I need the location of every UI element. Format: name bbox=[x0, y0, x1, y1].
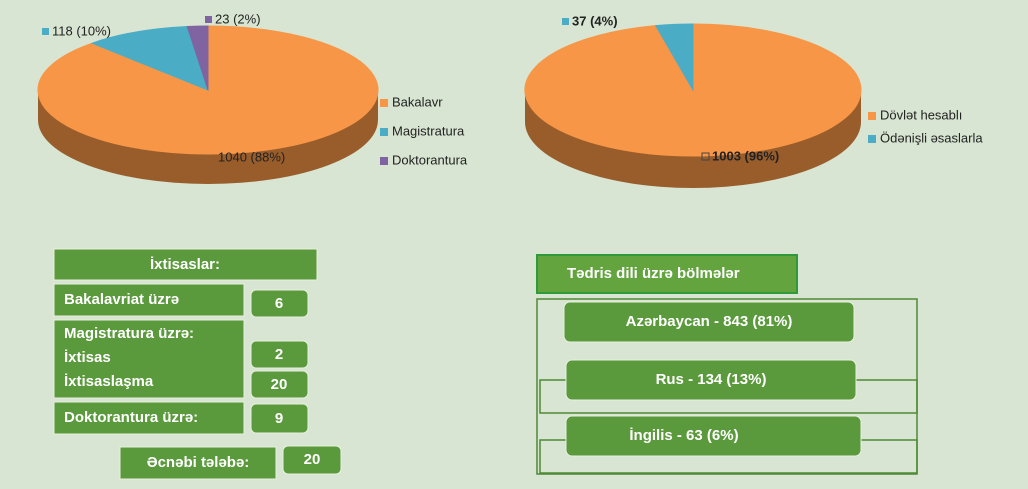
value-box bbox=[250, 370, 309, 399]
label-marker bbox=[42, 28, 49, 35]
value: 9 bbox=[275, 410, 283, 427]
label-marker bbox=[205, 16, 212, 23]
slice bbox=[90, 25, 209, 91]
data-label: 23 (2%) bbox=[215, 11, 261, 26]
data-label: 37 (4%) bbox=[572, 13, 618, 28]
legend-label: Magistratura bbox=[392, 123, 465, 138]
label: Magistratura üzrə: bbox=[64, 325, 194, 342]
legend-swatch bbox=[380, 128, 388, 136]
legend-label: Ödənişli əsaslarla bbox=[880, 130, 983, 145]
value: 6 bbox=[275, 295, 283, 312]
legend-label: Dövlət hesablı bbox=[880, 107, 962, 122]
box bbox=[119, 446, 277, 480]
box bbox=[536, 254, 798, 294]
legend-swatch bbox=[868, 112, 876, 120]
data-label: 118 (10%) bbox=[52, 23, 111, 38]
label: İxtisas bbox=[64, 349, 111, 366]
box bbox=[53, 248, 318, 281]
value-box bbox=[250, 403, 309, 434]
value-box bbox=[250, 340, 309, 369]
pies: 1040 (88%) 118 (10%) 23 (2%) Bakalavr Magist… bbox=[37, 11, 983, 188]
language-box bbox=[565, 415, 862, 457]
data-label: 1040 (88%) bbox=[218, 149, 285, 164]
data-label: 1003 (96%) bbox=[712, 148, 779, 163]
label: Əcnəbi tələbə: bbox=[147, 454, 250, 471]
value-box bbox=[250, 289, 309, 318]
slice-side bbox=[525, 90, 861, 188]
box bbox=[53, 283, 245, 317]
legend-swatch bbox=[380, 157, 388, 165]
language-box bbox=[565, 359, 857, 401]
label: İxtisaslaşma bbox=[64, 373, 154, 390]
legend-label: Bakalavr bbox=[392, 94, 443, 109]
slice bbox=[654, 23, 694, 92]
legend-swatch bbox=[380, 99, 388, 107]
box bbox=[53, 401, 245, 435]
language-box bbox=[563, 301, 855, 343]
box-title: Tədris dili üzrə bölmələr bbox=[567, 265, 740, 282]
label-marker bbox=[701, 152, 710, 161]
legend-swatch bbox=[868, 135, 876, 143]
box-title: İxtisaslar: bbox=[150, 256, 220, 273]
label: Doktorantura üzrə: bbox=[64, 409, 198, 426]
value: 2 bbox=[275, 346, 283, 363]
language: Azərbaycan - 843 (81%) bbox=[626, 313, 793, 330]
label-marker bbox=[562, 18, 569, 25]
slice bbox=[37, 25, 379, 155]
language: İngilis - 63 (6%) bbox=[629, 427, 738, 444]
language: Rus - 134 (13%) bbox=[656, 371, 767, 388]
slice-side bbox=[38, 90, 378, 184]
box bbox=[53, 319, 245, 399]
value-box bbox=[282, 445, 342, 475]
value: 20 bbox=[304, 451, 321, 468]
legend-label: Doktorantura bbox=[392, 152, 468, 167]
slice bbox=[186, 25, 209, 91]
label: Bakalavriat üzrə bbox=[64, 291, 179, 308]
value: 20 bbox=[271, 376, 288, 393]
